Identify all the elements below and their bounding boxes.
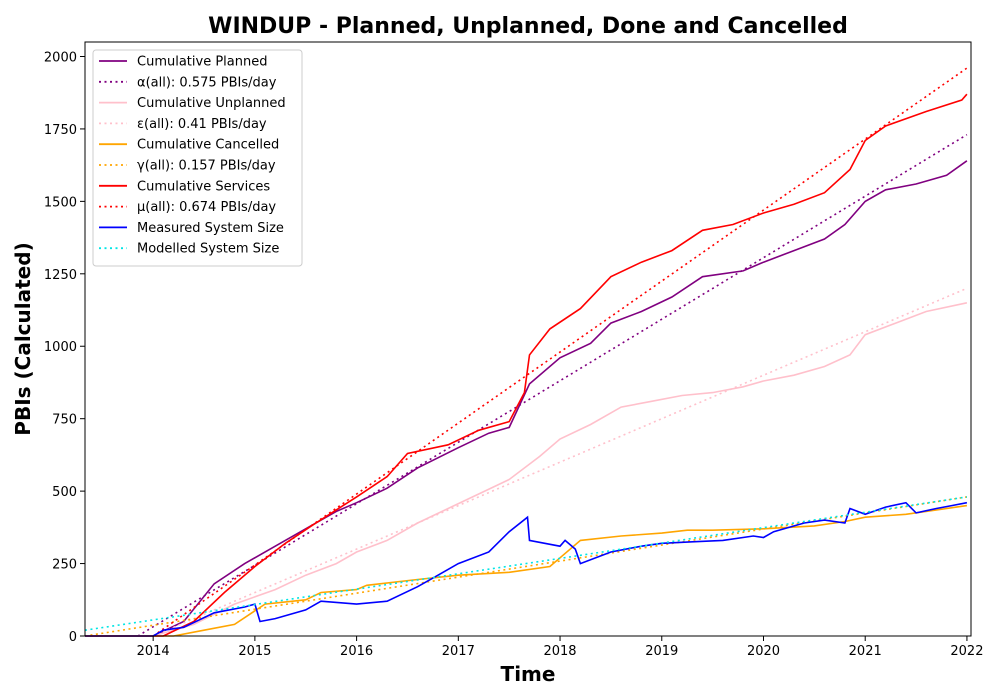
y-tick-label: 1250 <box>44 268 77 283</box>
x-tick-label: 2014 <box>137 644 170 659</box>
x-tick-label: 2022 <box>950 644 983 659</box>
legend-label-8: Measured System Size <box>137 221 284 236</box>
x-axis: 2014 2015 2016 2017 2018 2019 2020 2021 2022 <box>137 636 983 659</box>
x-tick-label: 2020 <box>747 644 780 659</box>
series-line-0 <box>85 160 968 637</box>
chart-title: WINDUP - Planned, Unplanned, Done and Ca… <box>208 14 848 39</box>
x-tick-label: 2018 <box>543 644 576 659</box>
series-line-2 <box>85 302 968 637</box>
y-tick-label: 500 <box>52 485 77 500</box>
x-axis-label: Time <box>501 662 556 686</box>
y-tick-label: 2000 <box>44 50 77 65</box>
x-tick-label: 2017 <box>442 644 475 659</box>
plot-area <box>84 67 968 637</box>
series-line-1 <box>137 134 968 637</box>
y-tick-label: 1500 <box>44 195 77 210</box>
y-tick-label: 1000 <box>44 340 77 355</box>
x-tick-label: 2015 <box>238 644 271 659</box>
legend-box <box>92 49 303 267</box>
legend-label-3: ε(all): 0.41 PBIs/day <box>137 117 267 132</box>
x-tick-label: 2021 <box>849 644 882 659</box>
series-line-8 <box>85 501 968 637</box>
y-tick-label: 750 <box>52 413 77 428</box>
series-line-9 <box>84 496 968 631</box>
legend-label-6: Cumulative Services <box>137 179 270 194</box>
y-tick-label: 1750 <box>44 123 77 138</box>
y-axis-label: PBIs (Calculated) <box>11 242 35 435</box>
legend-label-2: Cumulative Unplanned <box>137 96 286 111</box>
legend-label-9: Modelled System Size <box>137 242 279 257</box>
series-line-3 <box>152 287 968 637</box>
legend-label-4: Cumulative Cancelled <box>137 138 279 153</box>
series-line-4 <box>85 504 968 637</box>
y-axis: 0 250 500 750 1000 1250 1500 1750 2000 <box>44 50 85 645</box>
legend-label-5: γ(all): 0.157 PBIs/day <box>137 159 276 174</box>
legend-label-7: μ(all): 0.674 PBIs/day <box>137 200 276 215</box>
legend-label-0: Cumulative Planned <box>137 55 267 70</box>
legend: Cumulative Planned α(all): 0.575 PBIs/day… <box>92 49 303 267</box>
y-tick-label: 250 <box>52 558 77 573</box>
series-line-7 <box>152 67 968 637</box>
y-tick-label: 0 <box>69 630 77 645</box>
x-tick-label: 2016 <box>340 644 373 659</box>
plot-frame <box>84 41 972 637</box>
x-tick-label: 2019 <box>645 644 678 659</box>
legend-label-1: α(all): 0.575 PBIs/day <box>137 75 277 90</box>
